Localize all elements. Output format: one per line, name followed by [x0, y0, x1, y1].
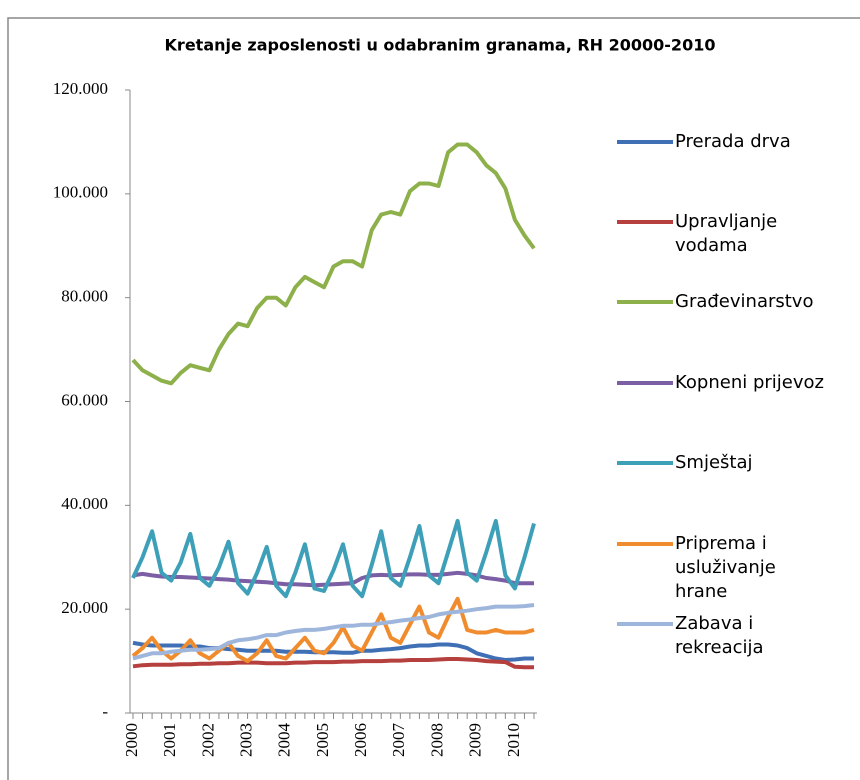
x-tick-label: 2006 — [351, 723, 370, 757]
y-tick-label: 60.000 — [61, 390, 108, 409]
series-line — [132, 603, 535, 661]
legend-swatch — [617, 220, 673, 224]
legend-label: Prerada drva — [675, 131, 791, 152]
x-tick-label: 2000 — [122, 723, 141, 757]
y-tick-label: 120.000 — [53, 79, 108, 98]
legend-entry: Prerada drva — [617, 130, 825, 154]
series-line — [132, 657, 534, 670]
legend-swatch — [617, 542, 673, 546]
legend-entry: Smještaj — [617, 451, 825, 475]
y-tick-label: 100.000 — [53, 183, 108, 202]
y-tick-label: 40.000 — [61, 494, 108, 513]
legend-swatch — [617, 140, 673, 144]
legend-entry: Zabava i rekreacija — [617, 612, 825, 660]
legend-swatch — [617, 300, 673, 304]
series-line — [131, 142, 536, 386]
legend-entry: Upravljanje vodama — [617, 210, 825, 258]
legend-entry: Priprema i usluživanje hrane — [617, 532, 825, 604]
y-tick-label: 20.000 — [61, 598, 108, 617]
y-tick-label: 80.000 — [61, 287, 108, 306]
series-line — [131, 518, 536, 599]
x-tick-label: 2001 — [160, 723, 179, 757]
legend-swatch — [617, 381, 673, 385]
legend-label: Zabava i rekreacija — [675, 613, 764, 658]
legend-entry: Kopneni prijevoz — [617, 371, 825, 395]
legend-swatch — [617, 461, 673, 465]
legend-label: Građevinarstvo — [675, 291, 814, 312]
x-tick-label: 2004 — [275, 723, 294, 758]
legend-entry: Građevinarstvo — [617, 290, 825, 314]
x-tick-label: 2003 — [236, 723, 255, 757]
series-line — [131, 596, 535, 664]
legend-label: Smještaj — [675, 452, 753, 473]
legend-label: Priprema i usluživanje hrane — [675, 533, 776, 602]
x-tick-label: 2008 — [427, 723, 446, 757]
legend-swatch — [617, 622, 673, 626]
chart-border — [7, 17, 860, 780]
x-tick-label: 2007 — [389, 723, 408, 758]
y-tick-label: - — [102, 702, 108, 721]
chart-title: Kretanje zaposlenosti u odabranim granam… — [165, 36, 716, 55]
x-tick-label: 2010 — [504, 723, 523, 757]
x-tick-label: 2005 — [313, 723, 332, 757]
x-tick-label: 2009 — [466, 723, 485, 757]
x-tick-label: 2002 — [198, 723, 217, 757]
legend-label: Upravljanje vodama — [675, 211, 778, 256]
series-line — [132, 640, 534, 662]
legend-label: Kopneni prijevoz — [675, 372, 824, 393]
